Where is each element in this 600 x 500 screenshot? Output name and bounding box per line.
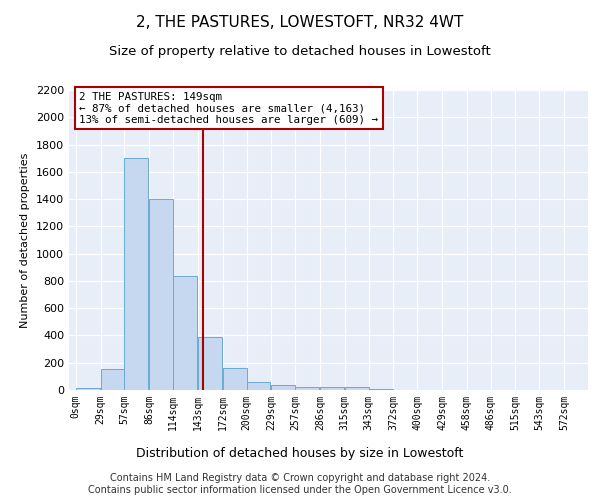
Text: Size of property relative to detached houses in Lowestoft: Size of property relative to detached ho… (109, 45, 491, 58)
Text: 2, THE PASTURES, LOWESTOFT, NR32 4WT: 2, THE PASTURES, LOWESTOFT, NR32 4WT (136, 15, 464, 30)
Bar (223, 368, 247, 390)
Bar (345, 388, 368, 390)
Bar (124, 158, 148, 390)
Bar (173, 276, 197, 390)
Text: Contains HM Land Registry data © Crown copyright and database right 2024.
Contai: Contains HM Land Registry data © Crown c… (88, 474, 512, 495)
Text: Distribution of detached houses by size in Lowestoft: Distribution of detached houses by size … (136, 448, 464, 460)
Bar (76, 388, 100, 390)
Y-axis label: Number of detached properties: Number of detached properties (20, 152, 31, 328)
Bar (368, 388, 392, 390)
Bar (101, 369, 124, 390)
Bar (198, 337, 222, 390)
Bar (149, 199, 173, 390)
Text: 2 THE PASTURES: 149sqm
← 87% of detached houses are smaller (4,163)
13% of semi-: 2 THE PASTURES: 149sqm ← 87% of detached… (79, 92, 379, 124)
Bar (320, 386, 344, 390)
Bar (295, 386, 319, 390)
Bar (247, 382, 271, 390)
Bar (271, 385, 295, 390)
